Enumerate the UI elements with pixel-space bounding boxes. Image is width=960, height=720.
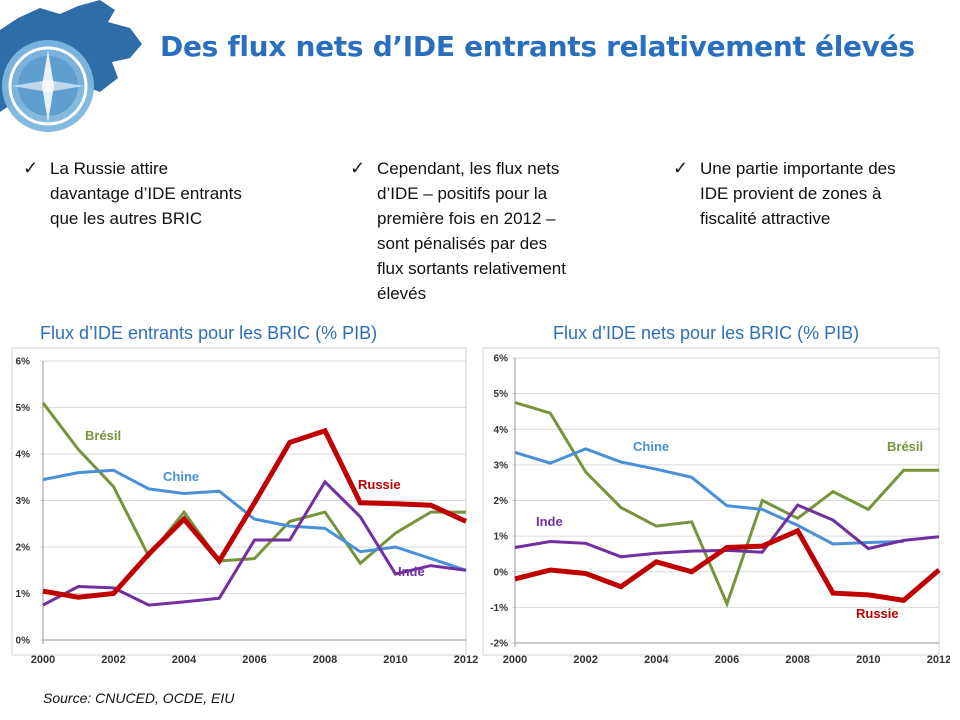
y-tick-label: 2% [16, 543, 31, 554]
series-label-inde: Inde [398, 564, 425, 579]
x-tick-label: 2006 [715, 654, 739, 666]
series-label-russie: Russie [856, 606, 899, 621]
x-tick-label: 2002 [101, 654, 125, 666]
x-tick-label: 2006 [242, 654, 266, 666]
bullet-line: Cependant, les flux nets [377, 159, 560, 178]
chart-frame [482, 347, 940, 656]
bullet-line: sont pénalisés par des [377, 234, 548, 253]
y-tick-label: 2% [494, 496, 509, 507]
series-label-chine: Chine [163, 469, 199, 484]
y-tick-label: 6% [16, 357, 31, 368]
x-tick-label: 2010 [856, 654, 880, 666]
chart-title-inflows: Flux d’IDE entrants pour les BRIC (% PIB… [40, 323, 378, 343]
x-tick-label: 2012 [927, 654, 950, 666]
series-line-bresil [41, 401, 466, 566]
x-tick-label: 2008 [785, 654, 809, 666]
bullet-line: élevés [377, 284, 427, 303]
x-tick-label: 2000 [503, 654, 527, 666]
bullet-line: fiscalité attractive [700, 209, 831, 228]
compass-map-logo [0, 0, 142, 132]
y-tick-label: 6% [494, 354, 509, 365]
bullet-line: Une partie importante des [700, 159, 896, 178]
bullet-line: d’IDE – positifs pour la [377, 184, 548, 203]
y-tick-label: 4% [16, 450, 31, 461]
y-tick-label: 4% [494, 425, 509, 436]
bullet-2: ✓ Cependant, les flux nets d’IDE – posit… [350, 156, 566, 306]
bullet-line: première fois en 2012 – [377, 209, 556, 228]
y-tick-label: 1% [494, 532, 509, 543]
bullet-line: davantage d’IDE entrants [50, 184, 242, 203]
chart-net: -2% -1% 0% 1% 2% 3% 4% 5% 6% 2000 2002 2004 2006 2008… [482, 347, 950, 666]
series-label-inde: Inde [536, 514, 563, 529]
series-label-bresil: Brésil [85, 428, 121, 443]
series-line-chine [514, 447, 904, 546]
y-tick-label: 1% [16, 589, 31, 600]
checkmark-icon: ✓ [350, 158, 366, 178]
bullet-line: flux sortants relativement [377, 259, 566, 278]
y-tick-label: 5% [494, 389, 509, 400]
series-label-russie: Russie [358, 477, 401, 492]
x-tick-label: 2012 [454, 654, 478, 666]
chart-title-net: Flux d’IDE nets pour les BRIC (% PIB) [553, 323, 860, 343]
series-label-bresil: Brésil [887, 439, 923, 454]
bullet-1: ✓ La Russie attire davantage d’IDE entra… [23, 156, 242, 231]
series-line-inde [42, 479, 467, 607]
page-title: Des flux nets d’IDE entrants relativemen… [160, 30, 915, 63]
checkmark-icon: ✓ [23, 158, 39, 178]
x-tick-label: 2002 [573, 654, 597, 666]
chart-inflows: 0% 1% 2% 3% 4% 5% 6% 2000 2002 2004 2006 2008 2010 20… [11, 347, 478, 666]
x-tick-label: 2004 [172, 654, 197, 666]
series-line-russie [514, 527, 941, 603]
checkmark-icon: ✓ [673, 158, 689, 178]
x-tick-label: 2010 [383, 654, 407, 666]
y-tick-label: -1% [490, 603, 508, 614]
y-tick-label: 0% [16, 636, 31, 647]
y-tick-label: 3% [16, 496, 31, 507]
bullet-line: La Russie attire [50, 159, 169, 178]
x-tick-label: 2008 [313, 654, 337, 666]
x-tick-label: 2000 [31, 654, 55, 666]
y-tick-label: 5% [16, 403, 31, 414]
x-tick-label: 2004 [644, 654, 669, 666]
bullet-line: que les autres BRIC [50, 209, 203, 228]
bullet-line: IDE provient de zones à [700, 184, 882, 203]
series-line-chine [42, 468, 467, 572]
y-tick-label: 3% [494, 460, 509, 471]
y-tick-label: 0% [494, 567, 509, 578]
series-line-bresil [514, 401, 939, 608]
series-line-russie [42, 427, 468, 600]
bullet-3: ✓ Une partie importante des IDE provient… [673, 156, 896, 231]
series-label-chine: Chine [633, 439, 669, 454]
source-note: Source: CNUCED, OCDE, EIU [43, 690, 235, 706]
y-tick-label: -2% [490, 639, 508, 650]
